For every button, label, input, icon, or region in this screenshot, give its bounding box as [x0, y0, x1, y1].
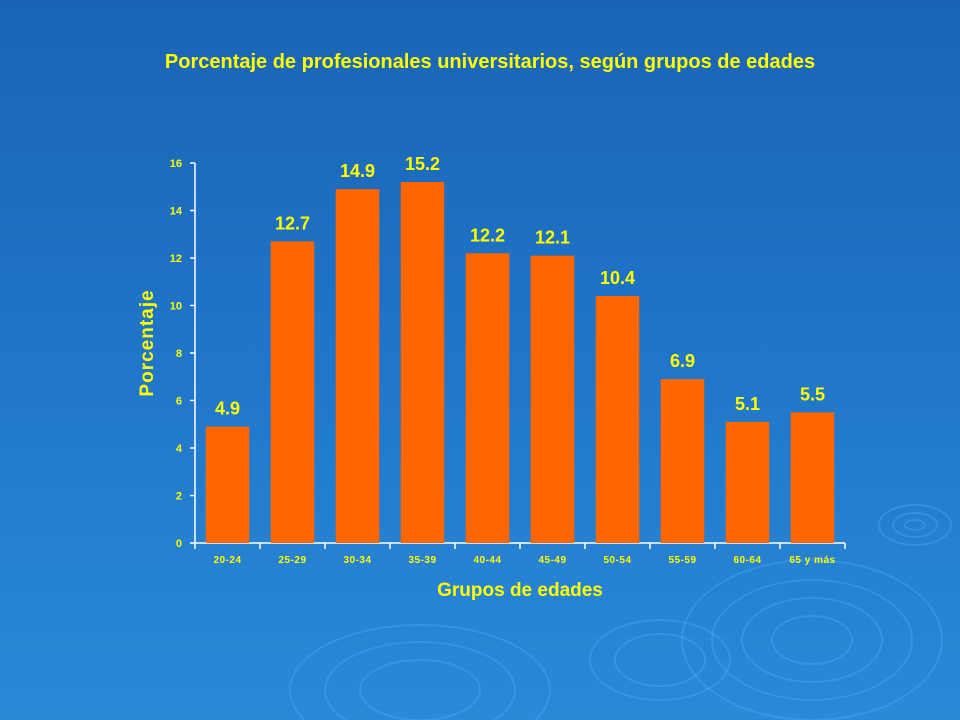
- bar-value-label: 6.9: [670, 351, 695, 371]
- x-tick-label: 25-29: [278, 555, 306, 566]
- y-tick-label: 16: [170, 158, 182, 170]
- bar-value-label: 12.2: [470, 225, 505, 245]
- x-axis-title: Grupos de edades: [437, 580, 603, 601]
- y-tick-label: 14: [170, 206, 183, 218]
- x-tick-label: 40-44: [473, 555, 501, 566]
- bar: [270, 241, 315, 543]
- bar: [660, 379, 705, 543]
- x-tick-label: 20-24: [213, 555, 241, 566]
- value-labels: 4.9 12.7 14.9 15.2 12.2 12.1 10.4 6.9 5.1 5.5: [215, 154, 825, 419]
- bar-value-label: 12.7: [275, 213, 310, 233]
- bar-value-label: 5.1: [735, 394, 760, 414]
- x-tick-label: 45-49: [538, 555, 566, 566]
- y-tick-label: 10: [170, 301, 182, 313]
- y-tick-label: 8: [176, 348, 182, 360]
- y-axis-title: Porcentaje: [137, 289, 158, 396]
- bar: [400, 182, 445, 543]
- x-tick-label: 35-39: [408, 555, 436, 566]
- bar: [465, 253, 510, 543]
- x-tick-label: 30-34: [343, 555, 371, 566]
- bar: [335, 189, 380, 543]
- bar-value-label: 12.1: [535, 228, 570, 248]
- bar: [530, 255, 575, 543]
- x-tick-label: 65 y más: [789, 555, 835, 566]
- y-ticks: 0 2 4 6 8 10 12 14 16: [170, 158, 195, 550]
- x-tick-label: 55-59: [668, 555, 696, 566]
- y-tick-label: 2: [176, 491, 182, 503]
- bar-value-label: 15.2: [405, 154, 440, 174]
- y-tick-label: 4: [176, 443, 183, 455]
- chart-title: Porcentaje de profesionales universitari…: [164, 51, 816, 73]
- x-tick-label: 60-64: [733, 555, 761, 566]
- bar: [205, 426, 250, 543]
- y-tick-label: 0: [176, 538, 182, 550]
- y-tick-label: 6: [176, 396, 182, 408]
- x-tick-label: 50-54: [603, 555, 631, 566]
- bar: [725, 421, 770, 543]
- bars: [205, 182, 835, 543]
- bar-value-label: 4.9: [215, 399, 240, 419]
- bar-value-label: 10.4: [600, 268, 635, 288]
- x-ticks: 20-24 25-29 30-34 35-39 40-44 45-49 50-54 55-59…: [194, 543, 846, 566]
- bar-value-label: 14.9: [340, 161, 375, 181]
- bar: [595, 296, 640, 543]
- bar-value-label: 5.5: [800, 384, 825, 404]
- y-tick-label: 12: [170, 253, 182, 265]
- bar: [790, 412, 835, 543]
